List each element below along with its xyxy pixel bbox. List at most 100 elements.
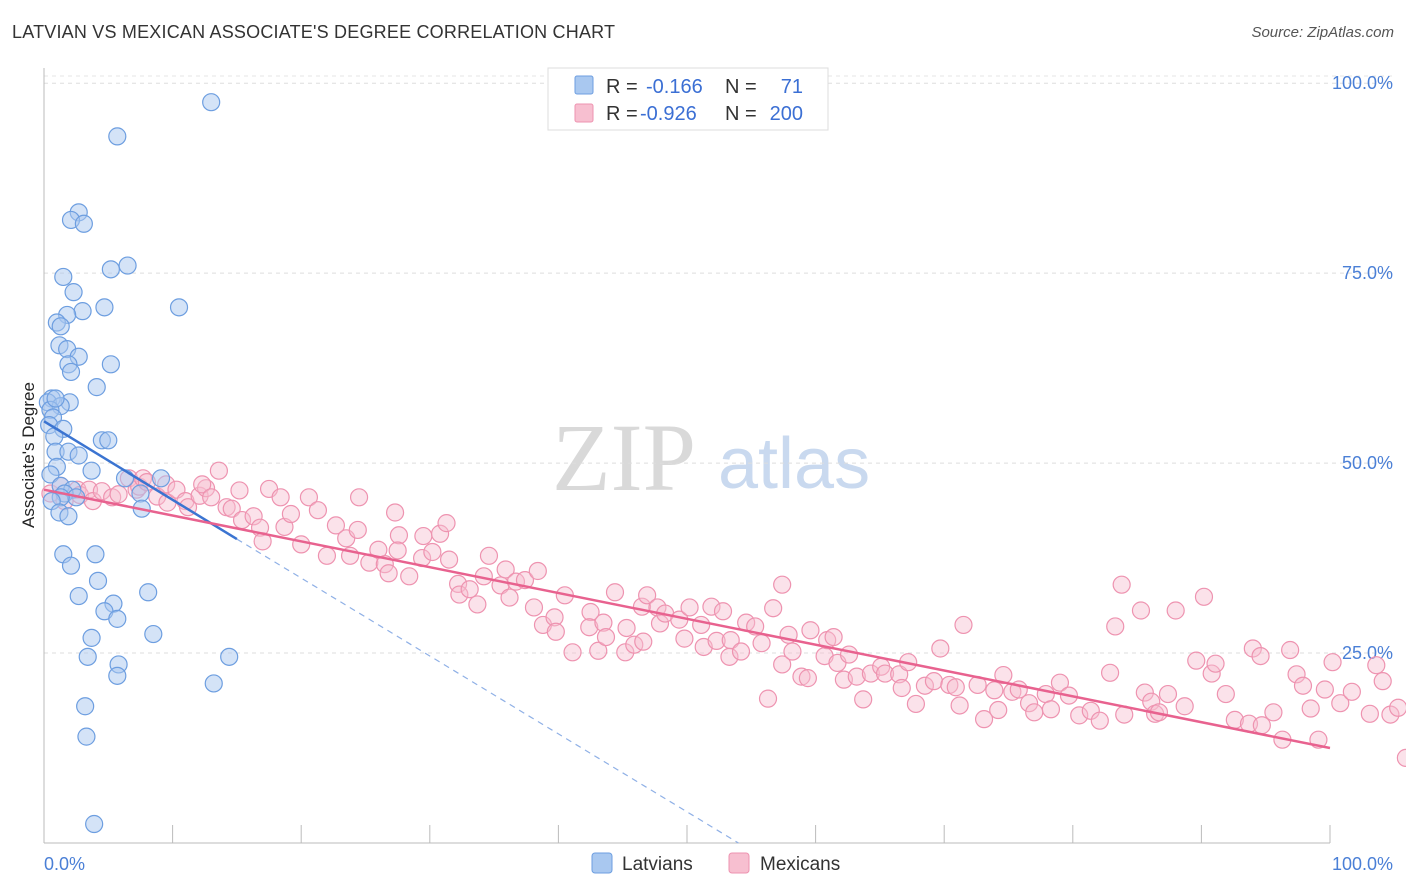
- mexican-point: [839, 645, 859, 664]
- mexican-point: [1251, 646, 1270, 666]
- mexican-point: [1281, 640, 1300, 660]
- mexican-point: [450, 585, 469, 604]
- mexican-point: [773, 575, 792, 594]
- mexican-point: [430, 524, 450, 543]
- latvian-point: [108, 609, 127, 628]
- mexican-point: [349, 488, 369, 507]
- mexican-point: [1175, 697, 1194, 716]
- mexican-point: [985, 681, 1004, 700]
- mexican-point: [1131, 601, 1151, 620]
- mexican-point: [720, 647, 739, 666]
- mexican-point: [946, 678, 965, 697]
- mexican-point: [1381, 705, 1400, 724]
- mexican-point: [423, 542, 442, 562]
- mexican-point: [1367, 656, 1386, 675]
- latvian-point: [131, 484, 150, 503]
- latvian-point: [54, 267, 73, 287]
- trend-lines: [43, 420, 1331, 844]
- mexican-point: [385, 503, 405, 522]
- bottom-legend-swatch-latvians: [591, 852, 613, 874]
- mexican-point: [847, 667, 866, 686]
- mexican-point: [1243, 639, 1262, 658]
- chart-title: LATVIAN VS MEXICAN ASSOCIATE'S DEGREE CO…: [12, 22, 616, 42]
- mexican-point: [202, 488, 221, 507]
- mexican-point: [707, 631, 726, 650]
- latvian-point: [61, 556, 81, 575]
- mexican-point: [758, 689, 778, 708]
- latvian-point: [220, 647, 239, 666]
- mexican-point: [617, 618, 636, 638]
- latvian-point: [46, 389, 65, 408]
- mexican-point: [1135, 683, 1154, 702]
- legend-mexicans-n-label: N =: [725, 103, 757, 125]
- latvian-point: [144, 624, 163, 644]
- gridlines: [44, 75, 1393, 654]
- mexican-point: [638, 586, 657, 605]
- latvian-point: [82, 461, 101, 480]
- mexican-point: [317, 546, 337, 565]
- mexican-point: [702, 597, 721, 616]
- mexican-point: [1206, 654, 1225, 673]
- mexican-point: [854, 690, 873, 709]
- mexican-point: [634, 632, 653, 651]
- mexican-point: [500, 588, 519, 607]
- latvian-point: [76, 697, 95, 716]
- mexican-point: [109, 485, 128, 504]
- mexican-point: [308, 501, 328, 520]
- latvian-point: [87, 378, 106, 397]
- mexican-point: [244, 507, 263, 526]
- mexican-point: [773, 655, 792, 674]
- legend-swatch-latvians: [574, 75, 594, 95]
- mexican-point: [1166, 601, 1185, 620]
- latvian-point: [69, 446, 88, 465]
- mexican-point: [989, 700, 1008, 720]
- y-tick-label-50: 50.0%: [1342, 453, 1393, 473]
- mexican-point: [589, 641, 608, 660]
- mexican-point: [460, 580, 479, 599]
- bottom-legend-swatch-mexicans: [728, 852, 750, 874]
- mexican-point: [348, 520, 367, 540]
- mexican-point: [389, 526, 409, 545]
- mexican-point: [545, 608, 564, 627]
- latvian-point: [61, 362, 81, 382]
- latvian-point: [86, 545, 105, 564]
- mexican-point: [209, 461, 228, 480]
- mexican-point: [1090, 711, 1109, 730]
- mexican-point: [524, 598, 544, 617]
- mexican-point: [1342, 682, 1361, 701]
- latvian-point: [73, 302, 92, 321]
- mexican-point: [764, 599, 783, 618]
- latvian-point: [59, 507, 78, 526]
- mexican-point: [1187, 651, 1206, 670]
- mexican-point: [1106, 617, 1125, 636]
- mexican-trend-line: [43, 488, 1331, 750]
- latvian-point: [118, 256, 137, 275]
- legend-box: [547, 67, 829, 131]
- mexican-point: [783, 642, 802, 661]
- mexican-point: [731, 642, 751, 661]
- y-tick-label-100: 100.0%: [1332, 73, 1393, 93]
- latvian-point: [101, 355, 120, 374]
- legend-latvians-r-label: R =: [606, 76, 638, 98]
- bottom-legend-mexicans: Mexicans: [760, 854, 840, 875]
- y-tick-label-25: 25.0%: [1342, 643, 1393, 663]
- mexican-point: [1041, 700, 1061, 719]
- mexican-point: [594, 613, 613, 632]
- mexican-point: [1323, 653, 1342, 672]
- mexican-point: [1112, 575, 1131, 594]
- mexican-point: [596, 627, 616, 647]
- mexican-point: [439, 550, 459, 569]
- mexican-point: [1036, 684, 1055, 704]
- y-tick-labels: 25.0% 50.0% 75.0% 100.0%: [1332, 73, 1393, 663]
- mexican-point: [1287, 665, 1306, 684]
- x-tick-label-min: 0.0%: [44, 854, 85, 874]
- series-legend: Latvians Mexicans: [591, 852, 840, 875]
- latvian-point: [78, 647, 97, 666]
- latvian-point: [108, 127, 127, 146]
- mexican-point: [875, 664, 895, 683]
- mexican-point: [468, 595, 487, 614]
- mexican-point: [400, 567, 419, 586]
- mexican-point: [193, 475, 212, 494]
- mexican-point: [1331, 694, 1350, 713]
- mexican-point: [1025, 703, 1044, 722]
